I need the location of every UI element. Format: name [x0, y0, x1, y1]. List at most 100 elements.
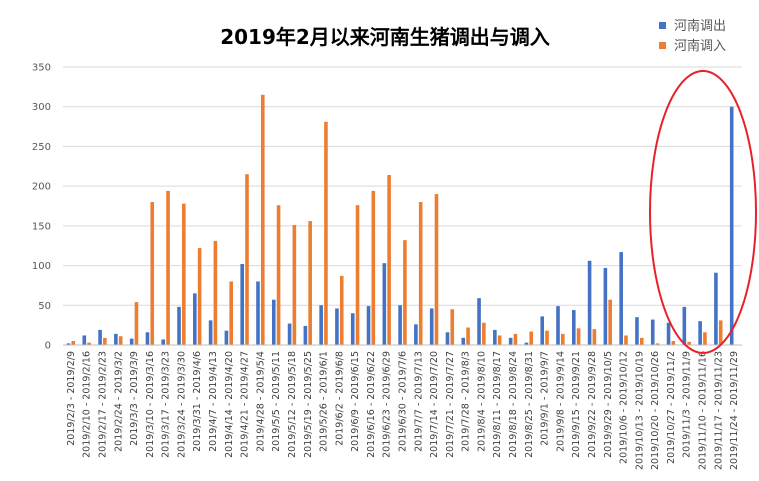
bar-inflow — [450, 309, 455, 345]
bar-inflow — [671, 341, 676, 345]
x-tick-label: 2019/3/3 - 2019/3/9 — [129, 351, 140, 446]
bar-outflow — [82, 335, 87, 345]
bar-outflow — [398, 305, 402, 345]
x-tick-label: 2019/2/24 - 2019/3/2 — [113, 351, 124, 452]
bar-inflow — [150, 202, 155, 345]
bar-outflow — [493, 329, 497, 345]
bar-inflow — [355, 205, 360, 345]
bar-inflow — [482, 322, 486, 345]
x-tick-label: 2019/8/4 - 2019/8/10 — [476, 351, 487, 452]
x-tick-label: 2019/10/13 - 2019/10/19 — [634, 351, 645, 470]
x-tick-label: 2019/9/22 - 2019/9/28 — [587, 351, 598, 458]
bar-inflow — [434, 194, 439, 345]
y-tick-label: 200 — [32, 182, 51, 193]
bar-inflow — [403, 240, 407, 345]
bar-inflow — [166, 190, 170, 345]
x-tick-label: 2019/9/1 - 2019/9/7 — [540, 351, 551, 446]
bar-inflow — [197, 248, 202, 345]
x-tick-label: 2019/3/10 - 2019/3/16 — [145, 351, 156, 458]
x-tick-label: 2019/4/28 - 2019/5/4 — [255, 351, 266, 452]
bar-outflow — [429, 308, 434, 345]
x-tick-label: 2019/6/2 - 2019/6/8 — [334, 351, 345, 446]
bar-inflow — [229, 281, 234, 345]
bar-outflow — [240, 263, 244, 345]
y-tick-label: 250 — [32, 142, 51, 153]
y-tick-label: 100 — [32, 261, 51, 272]
y-tick-label: 350 — [32, 63, 51, 74]
bar-outflow — [729, 106, 734, 345]
bar-outflow — [98, 329, 102, 345]
bar-outflow — [461, 337, 466, 345]
bar-outflow — [366, 306, 371, 345]
x-tick-label: 2019/5/26 - 2019/6/1 — [319, 351, 330, 452]
bar-outflow — [587, 260, 592, 345]
x-tick-label: 2019/6/16 - 2019/6/22 — [366, 351, 377, 458]
bar-outflow — [145, 332, 150, 345]
x-axis-ticks: 2019/2/3 - 2019/2/9 2019/2/10 - 2019/2/16… — [66, 351, 740, 470]
bar-outflow — [682, 306, 687, 345]
x-tick-label: 2019/9/8 - 2019/9/14 — [555, 351, 566, 452]
bar-inflow — [276, 205, 281, 345]
bar-outflow — [540, 316, 545, 345]
bar-inflow — [71, 341, 76, 345]
bar-inflow — [418, 202, 423, 345]
legend-label: 河南调入 — [674, 38, 726, 54]
bar-outflow — [350, 313, 355, 345]
bar-inflow — [529, 331, 534, 345]
bar-inflow — [576, 328, 581, 345]
x-tick-label: 2019/3/31 - 2019/4/6 — [192, 351, 203, 452]
bar-outflow — [603, 267, 608, 345]
bars — [66, 94, 734, 345]
bar-inflow — [182, 203, 186, 345]
x-tick-label: 2019/8/25 - 2019/8/31 — [524, 351, 535, 458]
bar-inflow — [703, 332, 707, 345]
x-tick-label: 2019/2/3 - 2019/2/9 — [66, 351, 77, 446]
bar-outflow — [193, 293, 197, 345]
bar-outflow — [524, 342, 529, 345]
legend-label: 河南调出 — [674, 18, 726, 34]
bar-inflow — [387, 175, 391, 345]
bar-inflow — [103, 337, 107, 345]
bar-inflow — [324, 121, 328, 345]
bar-outflow — [714, 272, 718, 345]
x-tick-label: 2019/8/18 - 2019/8/24 — [508, 351, 519, 458]
x-tick-label: 2019/11/3 - 2019/11/9 — [682, 351, 693, 458]
bar-inflow — [513, 333, 518, 345]
bar-outflow — [66, 343, 71, 345]
bar-outflow — [256, 281, 260, 345]
bar-inflow — [561, 333, 565, 345]
x-tick-label: 2019/8/11 - 2019/8/17 — [492, 351, 503, 458]
bar-outflow — [224, 330, 229, 345]
legend-swatch — [659, 42, 666, 49]
bar-inflow — [245, 174, 249, 345]
bar-inflow — [592, 329, 597, 345]
highlight-ellipse — [649, 70, 757, 354]
bar-outflow — [571, 310, 576, 345]
bar-outflow — [556, 306, 560, 345]
x-tick-label: 2019/7/7 - 2019/7/13 — [413, 351, 424, 452]
bar-outflow — [666, 322, 671, 345]
bar-inflow — [639, 337, 644, 345]
bar-inflow — [308, 221, 312, 345]
bar-outflow — [414, 324, 418, 345]
bar-inflow — [371, 190, 376, 345]
bar-inflow — [624, 335, 628, 345]
bar-inflow — [339, 275, 344, 345]
bar-outflow — [303, 325, 308, 345]
x-tick-label: 2019/7/28 - 2019/8/3 — [461, 351, 472, 452]
bar-outflow — [650, 319, 655, 345]
legend-swatch — [659, 22, 666, 29]
bar-outflow — [335, 308, 339, 345]
y-axis-ticks: 0 50 100 150 200 250 300 350 — [32, 63, 51, 352]
bar-outflow — [477, 298, 481, 345]
bar-inflow — [292, 225, 297, 345]
bar-inflow — [260, 94, 265, 345]
bar-inflow — [134, 302, 139, 345]
x-tick-label: 2019/2/10 - 2019/2/16 — [82, 351, 93, 458]
bar-inflow — [545, 330, 549, 345]
x-tick-label: 2019/5/12 - 2019/5/18 — [287, 351, 298, 458]
bar-inflow — [118, 336, 123, 345]
chart-title: 2019年2月以来河南生猪调出与调入 — [220, 25, 550, 49]
x-tick-label: 2019/11/17 - 2019/11/23 — [713, 351, 724, 470]
x-tick-label: 2019/3/24 - 2019/3/30 — [176, 351, 187, 458]
